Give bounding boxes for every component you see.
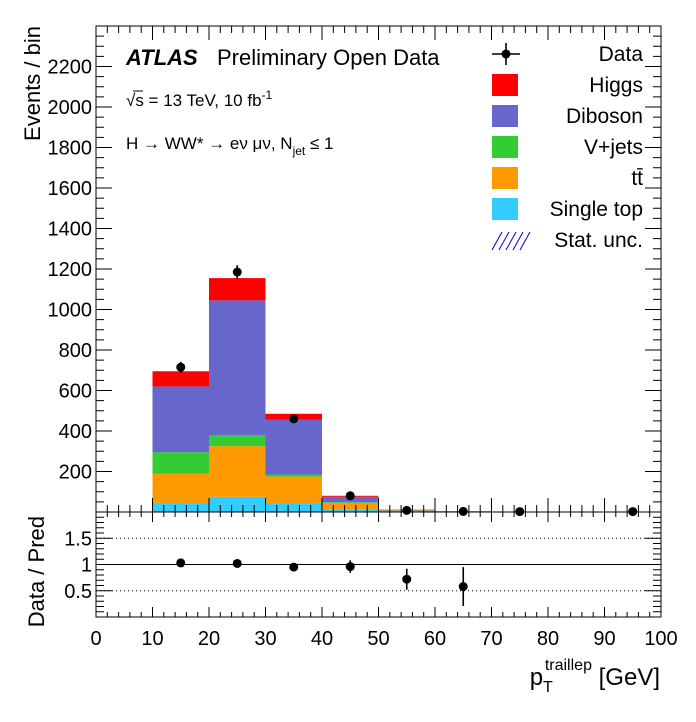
preliminary-label: Preliminary Open Data [217,45,440,70]
x-tick-label-40: 40 [311,628,333,650]
x-tick-label-0: 0 [90,628,101,650]
ratio-point-2 [289,562,299,572]
main-panel: 200 400 600 800 1000 1200 1400 1600 1800 2000 2200 [48,25,662,517]
bar-v-jets-2 [209,435,266,447]
legend-swatch-v-jets [492,136,518,158]
legend-label-tt-: tt̄ [631,167,643,190]
x-tick-label-30: 30 [254,628,276,650]
ratio-point-5 [458,582,468,592]
bar-diboson-2 [209,300,266,436]
legend-data-marker [501,49,511,59]
x-tick-labels: 0 10 20 30 40 50 60 70 80 90 100 [90,628,677,650]
x-tick-label-10: 10 [141,628,163,650]
bar-diboson-3 [265,419,322,475]
data-point-2 [289,414,299,424]
bar-tt--4 [322,502,379,510]
y-axis-label: Events / bin [20,26,45,141]
legend-label-diboson: Diboson [566,105,643,128]
y-tick-label-1400: 1400 [48,219,93,241]
legend-swatch-higgs [492,74,518,96]
hatch-line [519,231,531,251]
y-tick-label-1600: 1600 [48,178,93,200]
bar-single-top-4 [322,509,379,512]
ratio-point-0 [176,558,186,568]
bar-v-jets-1 [152,452,209,474]
main-x-ticks [95,26,662,512]
bar-tt--1 [152,473,209,503]
legend-label-single-top: Single top [550,198,643,221]
y-tick-label-1000: 1000 [48,300,93,322]
legend: Data Higgs Diboson V+jets tt̄ Single top Stat.… [491,43,644,252]
data-points [176,265,638,517]
bar-diboson-1 [152,386,209,453]
ratio-point-3 [345,562,355,572]
y-tick-label-800: 800 [59,340,92,362]
data-point-5 [458,506,468,516]
y-tick-label-400: 400 [59,421,92,443]
x-tick-label-90: 90 [593,628,615,650]
bar-higgs-1 [152,371,209,387]
legend-swatch-tt- [492,167,518,189]
bar-single-top-3 [265,502,322,512]
ratio-point-1 [232,558,242,568]
y-tick-label-2000: 2000 [48,97,93,119]
x-tick-label-50: 50 [367,628,389,650]
data-point-3 [345,491,355,501]
hatch-line [505,231,517,251]
bar-higgs-2 [209,278,266,301]
legend-swatch-stat-unc [491,231,531,251]
ratio-y-ticks: 0.5 1 1.5 [64,516,661,613]
energy-label: √s = 13 TeV, 10 fb-1 [126,88,273,110]
x-tick-label-20: 20 [198,628,220,650]
legend-label-v-jets: V+jets [584,136,643,159]
ratio-x-ticks [95,512,662,617]
ratio-y-tick-label-1.5: 1.5 [64,528,92,550]
annotations: ATLAS Preliminary Open Data √s = 13 TeV,… [125,45,440,158]
hatch-line [512,231,524,251]
y-tick-label-1800: 1800 [48,138,93,160]
legend-label-data: Data [599,43,644,66]
stacked-bars [152,278,548,512]
data-point-1 [232,267,242,277]
y-tick-label-2200: 2200 [48,57,93,79]
ratio-y-axis-label: Data / Pred [24,516,49,627]
bar-single-top-1 [152,502,209,512]
x-tick-label-80: 80 [537,628,559,650]
hatch-line [498,231,510,251]
y-tick-label-200: 200 [59,462,92,484]
bar-tt--3 [265,476,322,503]
bar-v-jets-4 [322,502,379,503]
hatch-line [491,231,503,251]
x-tick-label-70: 70 [480,628,502,650]
ratio-panel: 0.5 1 1.5 [64,511,662,618]
ratio-y-tick-label-1: 1 [81,555,92,577]
x-tick-label-60: 60 [424,628,446,650]
data-point-4 [402,505,412,515]
legend-label-higgs: Higgs [589,74,643,97]
bar-single-top-2 [209,496,266,512]
process-label: H → WW* → eν μν, Njet ≤ 1 [126,134,334,158]
legend-label-stat-unc-: Stat. unc. [554,229,643,252]
legend-swatch-single-top [492,198,518,220]
ratio-point-4 [402,574,412,584]
x-axis-label: pTtraillep [GeV] [530,657,660,696]
ratio-y-tick-label-0.5: 0.5 [64,581,92,603]
main-y-ticks: 200 400 600 800 1000 1200 1400 1600 1800 2000 2200 [48,35,661,503]
atlas-label: ATLAS [125,45,198,70]
y-tick-label-600: 600 [59,381,92,403]
ratio-points [176,558,468,606]
bar-tt--2 [209,446,266,497]
x-tick-label-100: 100 [644,628,677,650]
legend-swatch-diboson [492,105,518,127]
data-point-0 [176,362,186,372]
ratio-reference-lines [96,537,661,592]
y-tick-label-1200: 1200 [48,259,93,281]
bar-v-jets-3 [265,474,322,477]
